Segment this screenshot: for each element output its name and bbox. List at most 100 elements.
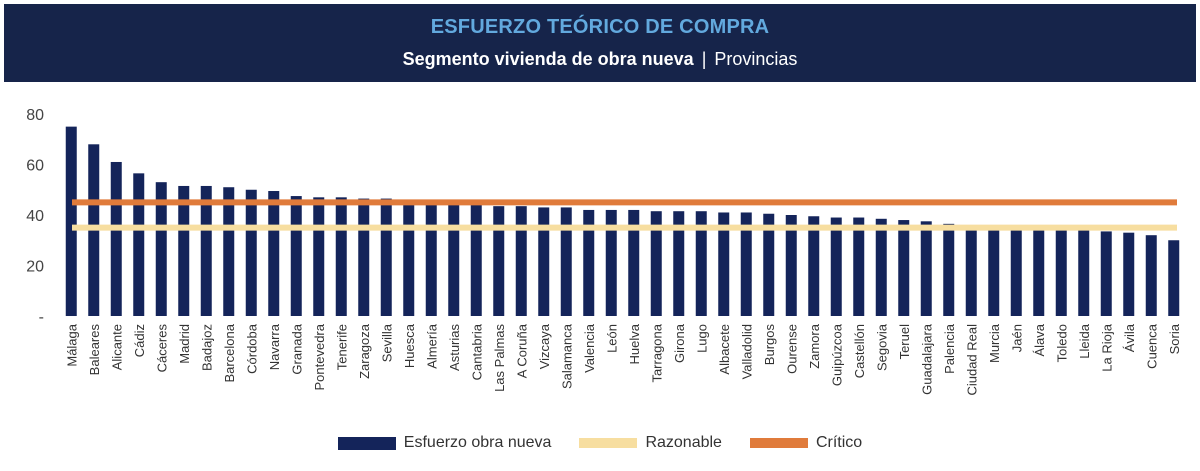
- x-tick-label: Guadalajara: [919, 323, 934, 395]
- bar-25: [628, 209, 640, 316]
- x-tick-label: Asturias: [447, 324, 462, 371]
- legend-label-razonable: Razonable: [645, 434, 722, 451]
- x-tick-label: Granada: [289, 323, 304, 374]
- chart-subtitle: Segmento vivienda de obra nueva | Provinci…: [4, 49, 1196, 70]
- x-tick-label: Baleares: [87, 324, 102, 376]
- y-tick-label: -: [39, 309, 44, 326]
- x-tick-label: Sevilla: [379, 323, 394, 362]
- x-tick-label: Burgos: [762, 324, 777, 366]
- bar-34: [830, 217, 842, 316]
- x-tick-label: Tenerife: [334, 324, 349, 370]
- bar-46: [1100, 231, 1112, 316]
- x-tick-label: Almería: [424, 323, 439, 369]
- legend-swatch-razonable: [579, 438, 638, 448]
- bar-32: [785, 215, 797, 316]
- bar-22: [560, 207, 572, 316]
- x-tick-label: León: [604, 324, 619, 353]
- bar-11: [313, 197, 325, 316]
- bar-6: [200, 185, 212, 316]
- x-tick-label: La Rioja: [1099, 323, 1114, 371]
- x-tick-label: Albacete: [717, 324, 732, 375]
- x-tick-label: Valencia: [582, 323, 597, 373]
- legend-item-bar: Esfuerzo obra nueva: [337, 434, 552, 452]
- bar-43: [1033, 230, 1045, 316]
- x-tick-label: Navarra: [267, 323, 282, 370]
- bar-33: [808, 216, 820, 316]
- bar-44: [1055, 230, 1067, 316]
- bar-29: [718, 212, 730, 316]
- bar-28: [695, 211, 707, 316]
- bar-10: [290, 196, 302, 316]
- bar-3: [133, 173, 145, 316]
- bar-45: [1078, 230, 1090, 316]
- x-tick-label: Zaragoza: [357, 323, 372, 379]
- bar-30: [740, 212, 752, 316]
- x-tick-label: Ciudad Real: [964, 324, 979, 396]
- x-tick-label: Córdoba: [244, 323, 259, 374]
- x-tick-label: Castellón: [852, 324, 867, 378]
- legend-item-critico: Crítico: [749, 434, 863, 452]
- x-tick-label: Málaga: [64, 323, 79, 366]
- x-tick-label: Valladolid: [739, 324, 754, 379]
- x-tick-label: Salamanca: [559, 323, 574, 389]
- bar-2: [110, 161, 122, 316]
- legend-label-critico: Crítico: [815, 434, 863, 451]
- legend-item-razonable: Razonable: [579, 434, 722, 452]
- x-tick-label: Guipúzcoa: [829, 323, 844, 386]
- x-tick-label: Pontevedra: [312, 323, 327, 390]
- bar-38: [920, 221, 932, 316]
- legend-swatch-critico: [749, 438, 808, 448]
- subtitle-separator: |: [701, 49, 707, 69]
- bar-13: [358, 198, 370, 316]
- x-tick-label: Alicante: [109, 324, 124, 370]
- bar-8: [245, 189, 257, 316]
- x-tick-label: Tarragona: [649, 323, 664, 382]
- bar-47: [1123, 232, 1135, 316]
- bar-12: [335, 197, 347, 316]
- y-tick-label: 80: [26, 107, 44, 124]
- y-tick-label: 60: [26, 158, 44, 175]
- bar-9: [268, 191, 280, 316]
- bar-24: [605, 209, 617, 316]
- x-tick-label: Girona: [672, 323, 687, 363]
- bar-40: [965, 227, 977, 317]
- x-tick-label: Madrid: [177, 324, 192, 364]
- x-tick-label: Jaén: [1009, 324, 1024, 352]
- legend-label-bar: Esfuerzo obra nueva: [403, 434, 552, 451]
- bar-42: [1010, 230, 1022, 316]
- bar-26: [650, 211, 662, 316]
- bar-15: [403, 202, 415, 317]
- bar-17: [448, 204, 460, 316]
- bar-23: [583, 209, 595, 316]
- legend-swatch-bar: [337, 436, 396, 450]
- x-tick-label: Huelva: [627, 323, 642, 364]
- bar-chart: - 20 40 60 80 Málaga Baleares Alicante Cádiz Cáce…: [26, 107, 1182, 396]
- bar-41: [988, 228, 1000, 316]
- bar-39: [943, 223, 955, 316]
- x-tick-label: Cádiz: [132, 324, 147, 357]
- x-tick-label: Soria: [1167, 323, 1182, 354]
- x-tick-label: Palencia: [942, 323, 957, 374]
- x-tick-label: Ávila: [1122, 323, 1137, 352]
- x-tick-label: Badajoz: [199, 324, 214, 371]
- chart-legend: Esfuerzo obra nueva Razonable Crítico: [0, 431, 1200, 455]
- x-tick-label: Ourense: [784, 324, 799, 374]
- bar-5: [178, 185, 190, 316]
- bar-27: [673, 211, 685, 316]
- x-tick-label: Lleida: [1077, 323, 1092, 358]
- bar-18: [470, 204, 482, 316]
- x-tick-label: Barcelona: [222, 323, 237, 382]
- x-tick-label: Cáceres: [154, 324, 169, 373]
- x-tick-label: A Coruña: [514, 323, 529, 378]
- y-tick-label: 40: [26, 208, 44, 225]
- bar-4: [155, 182, 167, 316]
- bar-19: [493, 206, 505, 316]
- x-tick-label: Lugo: [694, 324, 709, 353]
- chart-title: ESFUERZO TEÓRICO DE COMPRA: [430, 16, 770, 38]
- bar-48: [1145, 235, 1157, 316]
- bar-35: [853, 217, 865, 316]
- bar-7: [223, 187, 235, 316]
- bar-14: [380, 198, 392, 316]
- x-tick-label: Murcia: [987, 323, 1002, 363]
- x-tick-label: Las Palmas: [492, 324, 507, 392]
